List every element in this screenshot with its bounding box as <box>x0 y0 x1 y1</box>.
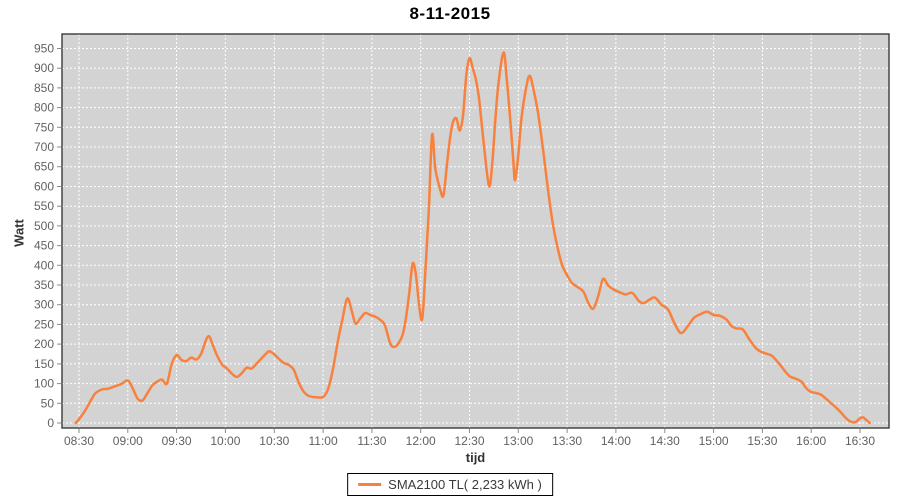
x-tick-label: 11:00 <box>309 434 338 448</box>
x-tick-label: 13:00 <box>503 434 533 448</box>
x-tick-label: 14:30 <box>650 434 680 448</box>
x-tick-label: 16:30 <box>845 434 875 448</box>
y-tick-label: 900 <box>34 61 54 75</box>
plot-background <box>62 34 889 428</box>
y-tick-label: 500 <box>34 219 54 233</box>
y-tick-label: 350 <box>34 278 54 292</box>
x-tick-label: 09:30 <box>162 434 192 448</box>
x-tick-label: 12:30 <box>454 434 484 448</box>
y-tick-label: 200 <box>34 337 54 351</box>
y-tick-label: 800 <box>34 101 54 115</box>
x-tick-label: 08:30 <box>64 434 94 448</box>
x-tick-label: 12:00 <box>406 434 436 448</box>
x-tick-label: 16:00 <box>796 434 826 448</box>
x-tick-label: 15:30 <box>747 434 777 448</box>
y-tick-label: 250 <box>34 317 54 331</box>
x-tick-label: 10:00 <box>210 434 240 448</box>
y-axis-title: Watt <box>11 219 27 247</box>
y-tick-label: 0 <box>47 416 54 430</box>
x-tick-label: 14:00 <box>601 434 631 448</box>
y-tick-label: 700 <box>34 140 54 154</box>
y-tick-label: 450 <box>34 239 54 253</box>
y-tick-label: 600 <box>34 180 54 194</box>
legend-label: SMA2100 TL( 2,233 kWh ) <box>388 477 542 492</box>
y-tick-label: 150 <box>34 357 54 371</box>
plot-border <box>61 33 890 429</box>
legend-line-swatch <box>358 483 382 486</box>
y-tick-label: 100 <box>34 377 54 391</box>
x-tick-label: 13:30 <box>552 434 582 448</box>
y-tick-label: 550 <box>34 199 54 213</box>
x-tick-label: 11:30 <box>357 434 386 448</box>
y-tick-label: 950 <box>34 42 54 56</box>
x-tick-label: 15:00 <box>699 434 729 448</box>
y-tick-label: 300 <box>34 298 54 312</box>
series-line <box>74 51 872 425</box>
y-tick-label: 850 <box>34 81 54 95</box>
y-tick-label: 50 <box>41 396 55 410</box>
y-tick-label: 750 <box>34 120 54 134</box>
chart-title: 8-11-2015 <box>409 4 491 23</box>
x-axis-title: tijd <box>465 450 486 465</box>
legend: SMA2100 TL( 2,233 kWh ) <box>347 473 553 496</box>
y-tick-label: 650 <box>34 160 54 174</box>
x-tick-label: 10:30 <box>259 434 289 448</box>
y-tick-label: 400 <box>34 258 54 272</box>
x-tick-label: 09:00 <box>113 434 143 448</box>
